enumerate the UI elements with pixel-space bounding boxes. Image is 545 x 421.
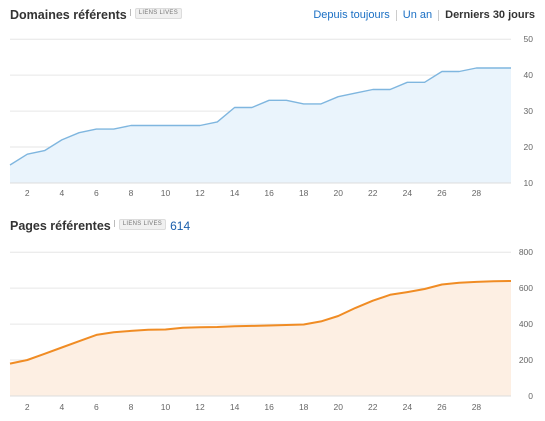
info-icon[interactable] xyxy=(113,220,115,227)
period-all-time-link[interactable]: Depuis toujours xyxy=(313,9,390,21)
x-tick-label: 8 xyxy=(129,402,134,412)
referring-pages-header: Pages référentes LIENS LIVES 614 xyxy=(10,217,190,235)
x-tick-label: 12 xyxy=(195,402,205,412)
x-tick-label: 4 xyxy=(59,402,64,412)
y-tick-label: 0 xyxy=(528,391,533,401)
x-tick-label: 24 xyxy=(403,188,413,198)
x-tick-label: 18 xyxy=(299,188,309,198)
x-tick-label: 8 xyxy=(129,188,134,198)
y-tick-label: 200 xyxy=(519,355,533,365)
y-tick-label: 10 xyxy=(524,178,534,188)
live-links-badge: LIENS LIVES xyxy=(134,8,183,20)
series-area xyxy=(10,281,511,396)
x-tick-label: 22 xyxy=(368,188,378,198)
referring-domains-header: Domaines référents LIENS LIVES xyxy=(10,6,183,24)
y-tick-label: 400 xyxy=(519,319,533,329)
x-tick-label: 2 xyxy=(25,402,30,412)
series-area xyxy=(10,68,511,183)
period-separator xyxy=(438,9,440,21)
x-tick-label: 26 xyxy=(437,188,447,198)
period-last-30-days-link[interactable]: Derniers 30 jours xyxy=(445,9,535,21)
series-line xyxy=(9,67,511,166)
y-tick-label: 50 xyxy=(524,34,534,44)
x-tick-label: 4 xyxy=(59,188,64,198)
period-selector: Depuis toujours Un an Derniers 30 jours xyxy=(313,9,535,21)
x-tick-label: 20 xyxy=(334,402,344,412)
x-tick-label: 20 xyxy=(334,188,344,198)
x-tick-label: 6 xyxy=(94,188,99,198)
referring-domains-panel: Domaines référents LIENS LIVES Depuis tou… xyxy=(0,0,545,210)
x-tick-label: 28 xyxy=(472,402,482,412)
x-tick-label: 16 xyxy=(264,188,274,198)
x-tick-label: 14 xyxy=(230,402,240,412)
x-tick-label: 18 xyxy=(299,402,309,412)
y-tick-label: 800 xyxy=(519,247,533,257)
x-tick-label: 22 xyxy=(368,402,378,412)
x-tick-label: 26 xyxy=(437,402,447,412)
y-tick-label: 30 xyxy=(524,106,534,116)
x-tick-label: 10 xyxy=(161,402,171,412)
y-tick-label: 20 xyxy=(524,142,534,152)
x-tick-label: 6 xyxy=(94,402,99,412)
period-separator xyxy=(395,9,397,21)
referring-pages-title: Pages référentes xyxy=(10,218,111,233)
x-tick-label: 28 xyxy=(472,188,482,198)
referring-domains-title: Domaines référents xyxy=(10,7,127,22)
x-tick-label: 24 xyxy=(403,402,413,412)
period-one-year-link[interactable]: Un an xyxy=(402,9,433,21)
referring-pages-panel: Pages référentes LIENS LIVES 614 2 4 6 8 10 12 1… xyxy=(0,210,545,421)
x-tick-label: 12 xyxy=(195,188,205,198)
y-tick-label: 600 xyxy=(519,283,533,293)
series-line xyxy=(9,280,512,365)
live-links-badge: LIENS LIVES xyxy=(118,219,167,231)
x-tick-label: 10 xyxy=(161,188,171,198)
info-icon[interactable] xyxy=(129,9,131,16)
x-tick-label: 2 xyxy=(25,188,30,198)
y-tick-label: 40 xyxy=(524,70,534,80)
x-tick-label: 16 xyxy=(264,402,274,412)
x-tick-label: 14 xyxy=(230,188,240,198)
referring-pages-count: 614 xyxy=(170,218,191,233)
